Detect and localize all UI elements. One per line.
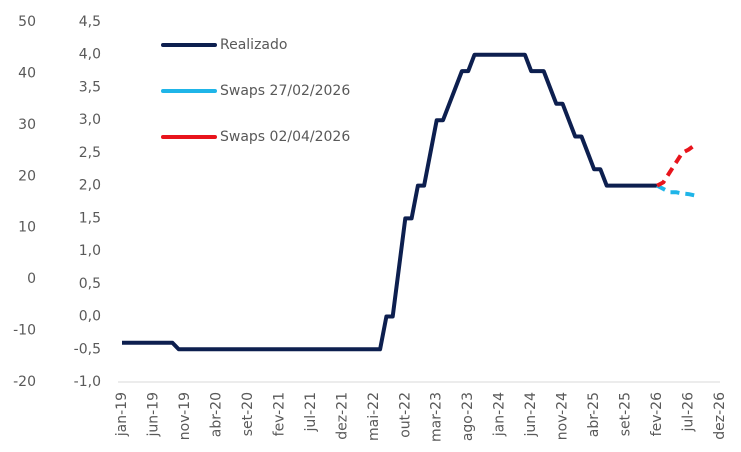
x-tick-label: jan-24 <box>492 392 508 437</box>
y2-tick-label: 10 <box>18 220 36 236</box>
y-tick-label: 2,0 <box>79 178 101 194</box>
x-tick-label: fev-21 <box>271 392 287 436</box>
x-tick-label: jun-19 <box>145 392 161 438</box>
y2-tick-label: -20 <box>13 374 36 390</box>
legend-label: Realizado <box>220 37 287 53</box>
x-tick-label: jul-26 <box>681 392 697 433</box>
x-tick-label: nov-24 <box>555 392 571 440</box>
y-tick-label: 3,0 <box>79 112 101 128</box>
x-tick-label: abr-20 <box>208 392 224 437</box>
y-tick-label: 0,5 <box>79 276 101 292</box>
y-tick-label: -1,0 <box>74 374 101 390</box>
y-tick-label: 2,5 <box>79 145 101 161</box>
x-tick-label: jan-19 <box>114 392 130 437</box>
x-tick-label: mai-22 <box>366 392 382 441</box>
y2-tick-label: 50 <box>18 14 36 30</box>
line-series <box>656 183 696 198</box>
x-tick-label: jul-21 <box>303 392 319 433</box>
line-series <box>656 143 696 188</box>
y2-tick-label: 0 <box>27 271 36 287</box>
y2-tick-label: 20 <box>18 168 36 184</box>
x-tick-label: jun-24 <box>523 392 539 438</box>
x-tick-label: fev-26 <box>649 392 665 436</box>
x-tick-label: nov-19 <box>177 392 193 440</box>
x-tick-label: abr-25 <box>586 392 602 437</box>
y-tick-label: 4,0 <box>79 47 101 63</box>
x-tick-label: set-25 <box>618 392 634 436</box>
y2-tick-label: 40 <box>18 65 36 81</box>
x-tick-label: dez-21 <box>334 392 350 440</box>
y-tick-label: 3,5 <box>79 79 101 95</box>
y-tick-label: 4,5 <box>79 14 101 30</box>
legend-label: Swaps 27/02/2026 <box>220 83 350 99</box>
y2-tick-label: 30 <box>18 117 36 133</box>
y-tick-label: -0,5 <box>74 341 101 357</box>
x-tick-label: out-22 <box>397 392 413 438</box>
y-tick-label: 1,5 <box>79 210 101 226</box>
y-tick-label: 0,0 <box>79 309 101 325</box>
line-series <box>122 52 658 352</box>
x-tick-label: dez-26 <box>712 392 728 440</box>
x-tick-label: ago-23 <box>460 392 476 441</box>
legend-label: Swaps 02/04/2026 <box>220 129 350 145</box>
y2-tick-label: -10 <box>13 323 36 339</box>
y-tick-label: 1,0 <box>79 243 101 259</box>
x-tick-label: set-20 <box>240 392 256 436</box>
x-tick-label: mar-23 <box>429 392 445 442</box>
